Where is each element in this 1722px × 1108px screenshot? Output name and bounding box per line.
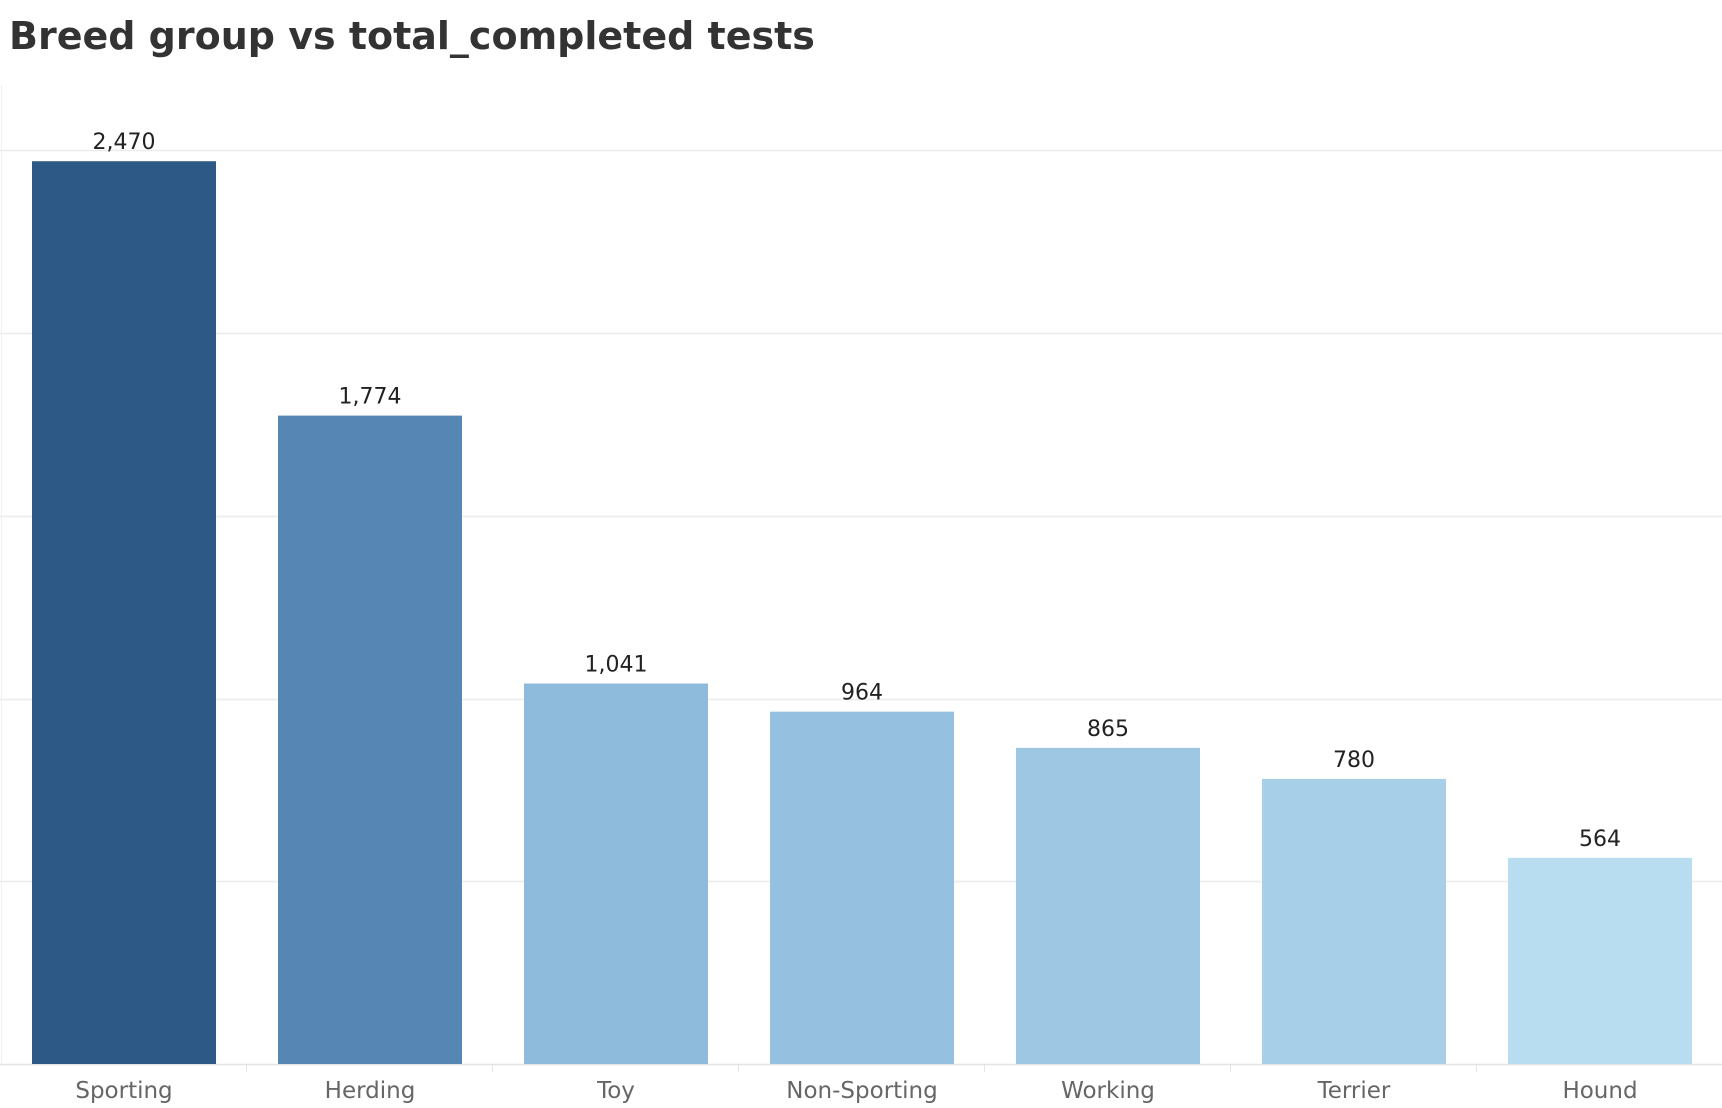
data-label: 964	[841, 681, 883, 706]
category-label: Toy	[596, 1078, 635, 1104]
bar	[524, 683, 708, 1064]
category-label: Terrier	[1317, 1078, 1391, 1104]
category-labels: Sporting Herding Toy Non-Sporting Working Ter…	[75, 1078, 1637, 1104]
data-label: 865	[1087, 717, 1129, 742]
category-label: Hound	[1562, 1078, 1637, 1104]
bar	[1508, 857, 1692, 1064]
data-label: 1,041	[585, 653, 648, 678]
bar	[1016, 747, 1200, 1064]
bar	[32, 161, 216, 1065]
bar	[278, 415, 462, 1064]
bars	[32, 161, 1692, 1065]
data-label: 564	[1579, 827, 1621, 852]
x-axis	[0, 85, 1722, 1072]
data-label: 780	[1333, 748, 1375, 773]
bar	[770, 711, 954, 1064]
category-label: Non-Sporting	[786, 1078, 937, 1104]
bar	[1262, 778, 1446, 1064]
category-label: Herding	[325, 1078, 416, 1104]
value-labels: 2,470 1,774 1,041 964 865 780 564	[93, 130, 1621, 852]
category-label: Sporting	[75, 1078, 172, 1104]
data-label: 2,470	[93, 130, 156, 155]
chart-title: Breed group vs total_completed tests	[9, 14, 815, 58]
data-label: 1,774	[339, 385, 402, 410]
category-label: Working	[1061, 1078, 1155, 1104]
